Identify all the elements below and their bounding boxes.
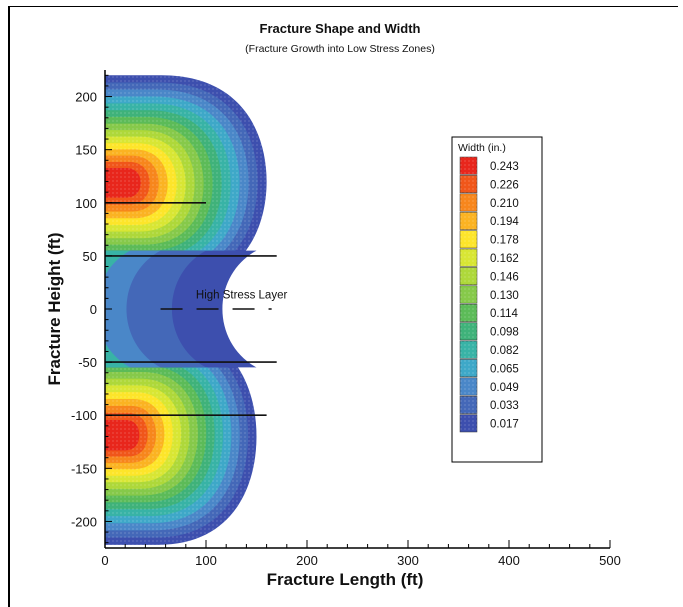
legend-swatch-texture-3 [460,212,477,230]
figure-frame [8,6,678,607]
neck-band-inner [105,250,161,368]
legend-swatch-texture-8 [460,304,477,322]
legend-label-11: 0.065 [490,363,519,375]
legend-swatch-texture-12 [460,377,477,396]
legend-label-6: 0.146 [490,271,519,283]
neck-band-core [105,250,131,368]
y-tick-label: 150 [75,143,97,158]
y-tick-label: 0 [90,302,97,317]
plot-area [105,75,267,545]
axes: 0 100 200 300 400 500 -200 -150 -100 -50 0 50 100 15… [71,70,621,568]
legend-items: 0.243 0.226 0.210 0.194 0.178 0.162 0.146 0.130… [459,156,519,433]
y-tick-label: -150 [71,461,97,476]
x-tick-label: 400 [498,553,520,568]
y-axis-label: Fracture Height (ft) [45,233,64,386]
legend-swatch-texture-1 [460,175,477,193]
legend-label-8: 0.114 [490,308,519,320]
x-tick-label: 0 [101,553,108,568]
chart-subtitle: (Fracture Growth into Low Stress Zones) [245,43,435,55]
legend-label-0: 0.243 [490,161,519,173]
y-tick-label: -50 [78,355,97,370]
x-tick-label: 200 [296,553,318,568]
legend-swatch-texture-7 [460,285,477,304]
legend-swatch-texture-5 [460,249,477,267]
annotations: High Stress Layer [196,289,288,301]
legend-swatch-texture-10 [460,341,477,359]
y-tick-label: -200 [71,514,97,529]
legend-swatch-texture-0 [460,157,477,175]
legend-swatch-texture-14 [460,414,477,432]
legend-swatch-texture-9 [460,322,477,340]
legend-label-3: 0.194 [490,216,519,228]
legend-label-1: 0.226 [490,179,519,191]
legend-swatch-texture-4 [460,230,477,248]
legend-title: Width (in.) [458,142,506,154]
contour-texture-lobe-0 [105,75,267,288]
legend-label-7: 0.130 [490,290,519,302]
legend-swatch-texture-11 [460,359,477,377]
contour-texture-lobe-1 [105,328,257,545]
x-tick-label: 100 [195,553,217,568]
legend-swatch-texture-6 [460,267,477,285]
x-tick-label: 300 [397,553,419,568]
contour-fill [105,75,267,545]
legend-label-12: 0.049 [490,382,519,394]
y-tick-label: -100 [71,408,97,423]
x-axis-label: Fracture Length (ft) [267,570,424,589]
x-tick-label: 500 [599,553,621,568]
legend: Width (in.) 0.243 0.226 0.210 0.194 0.178 0.1… [451,136,543,463]
layer-boundaries [105,201,277,417]
legend-label-10: 0.082 [490,345,519,357]
legend-label-2: 0.210 [490,198,519,210]
legend-swatch-texture-2 [460,193,477,212]
chart-title: Fracture Shape and Width [260,21,421,36]
y-tick-label: 100 [75,196,97,211]
legend-label-13: 0.033 [490,400,519,412]
y-ticks: -200 -150 -100 -50 0 50 100 150 200 [71,74,112,544]
legend-label-5: 0.162 [490,253,519,265]
legend-swatch-texture-13 [460,396,477,414]
legend-label-9: 0.098 [490,327,519,339]
annotation-high-stress-layer: High Stress Layer [196,289,288,301]
x-ticks: 0 100 200 300 400 500 [101,540,621,568]
y-tick-label: 200 [75,90,97,105]
legend-label-14: 0.017 [490,419,519,431]
legend-label-4: 0.178 [490,235,519,247]
y-tick-label: 50 [83,249,97,264]
